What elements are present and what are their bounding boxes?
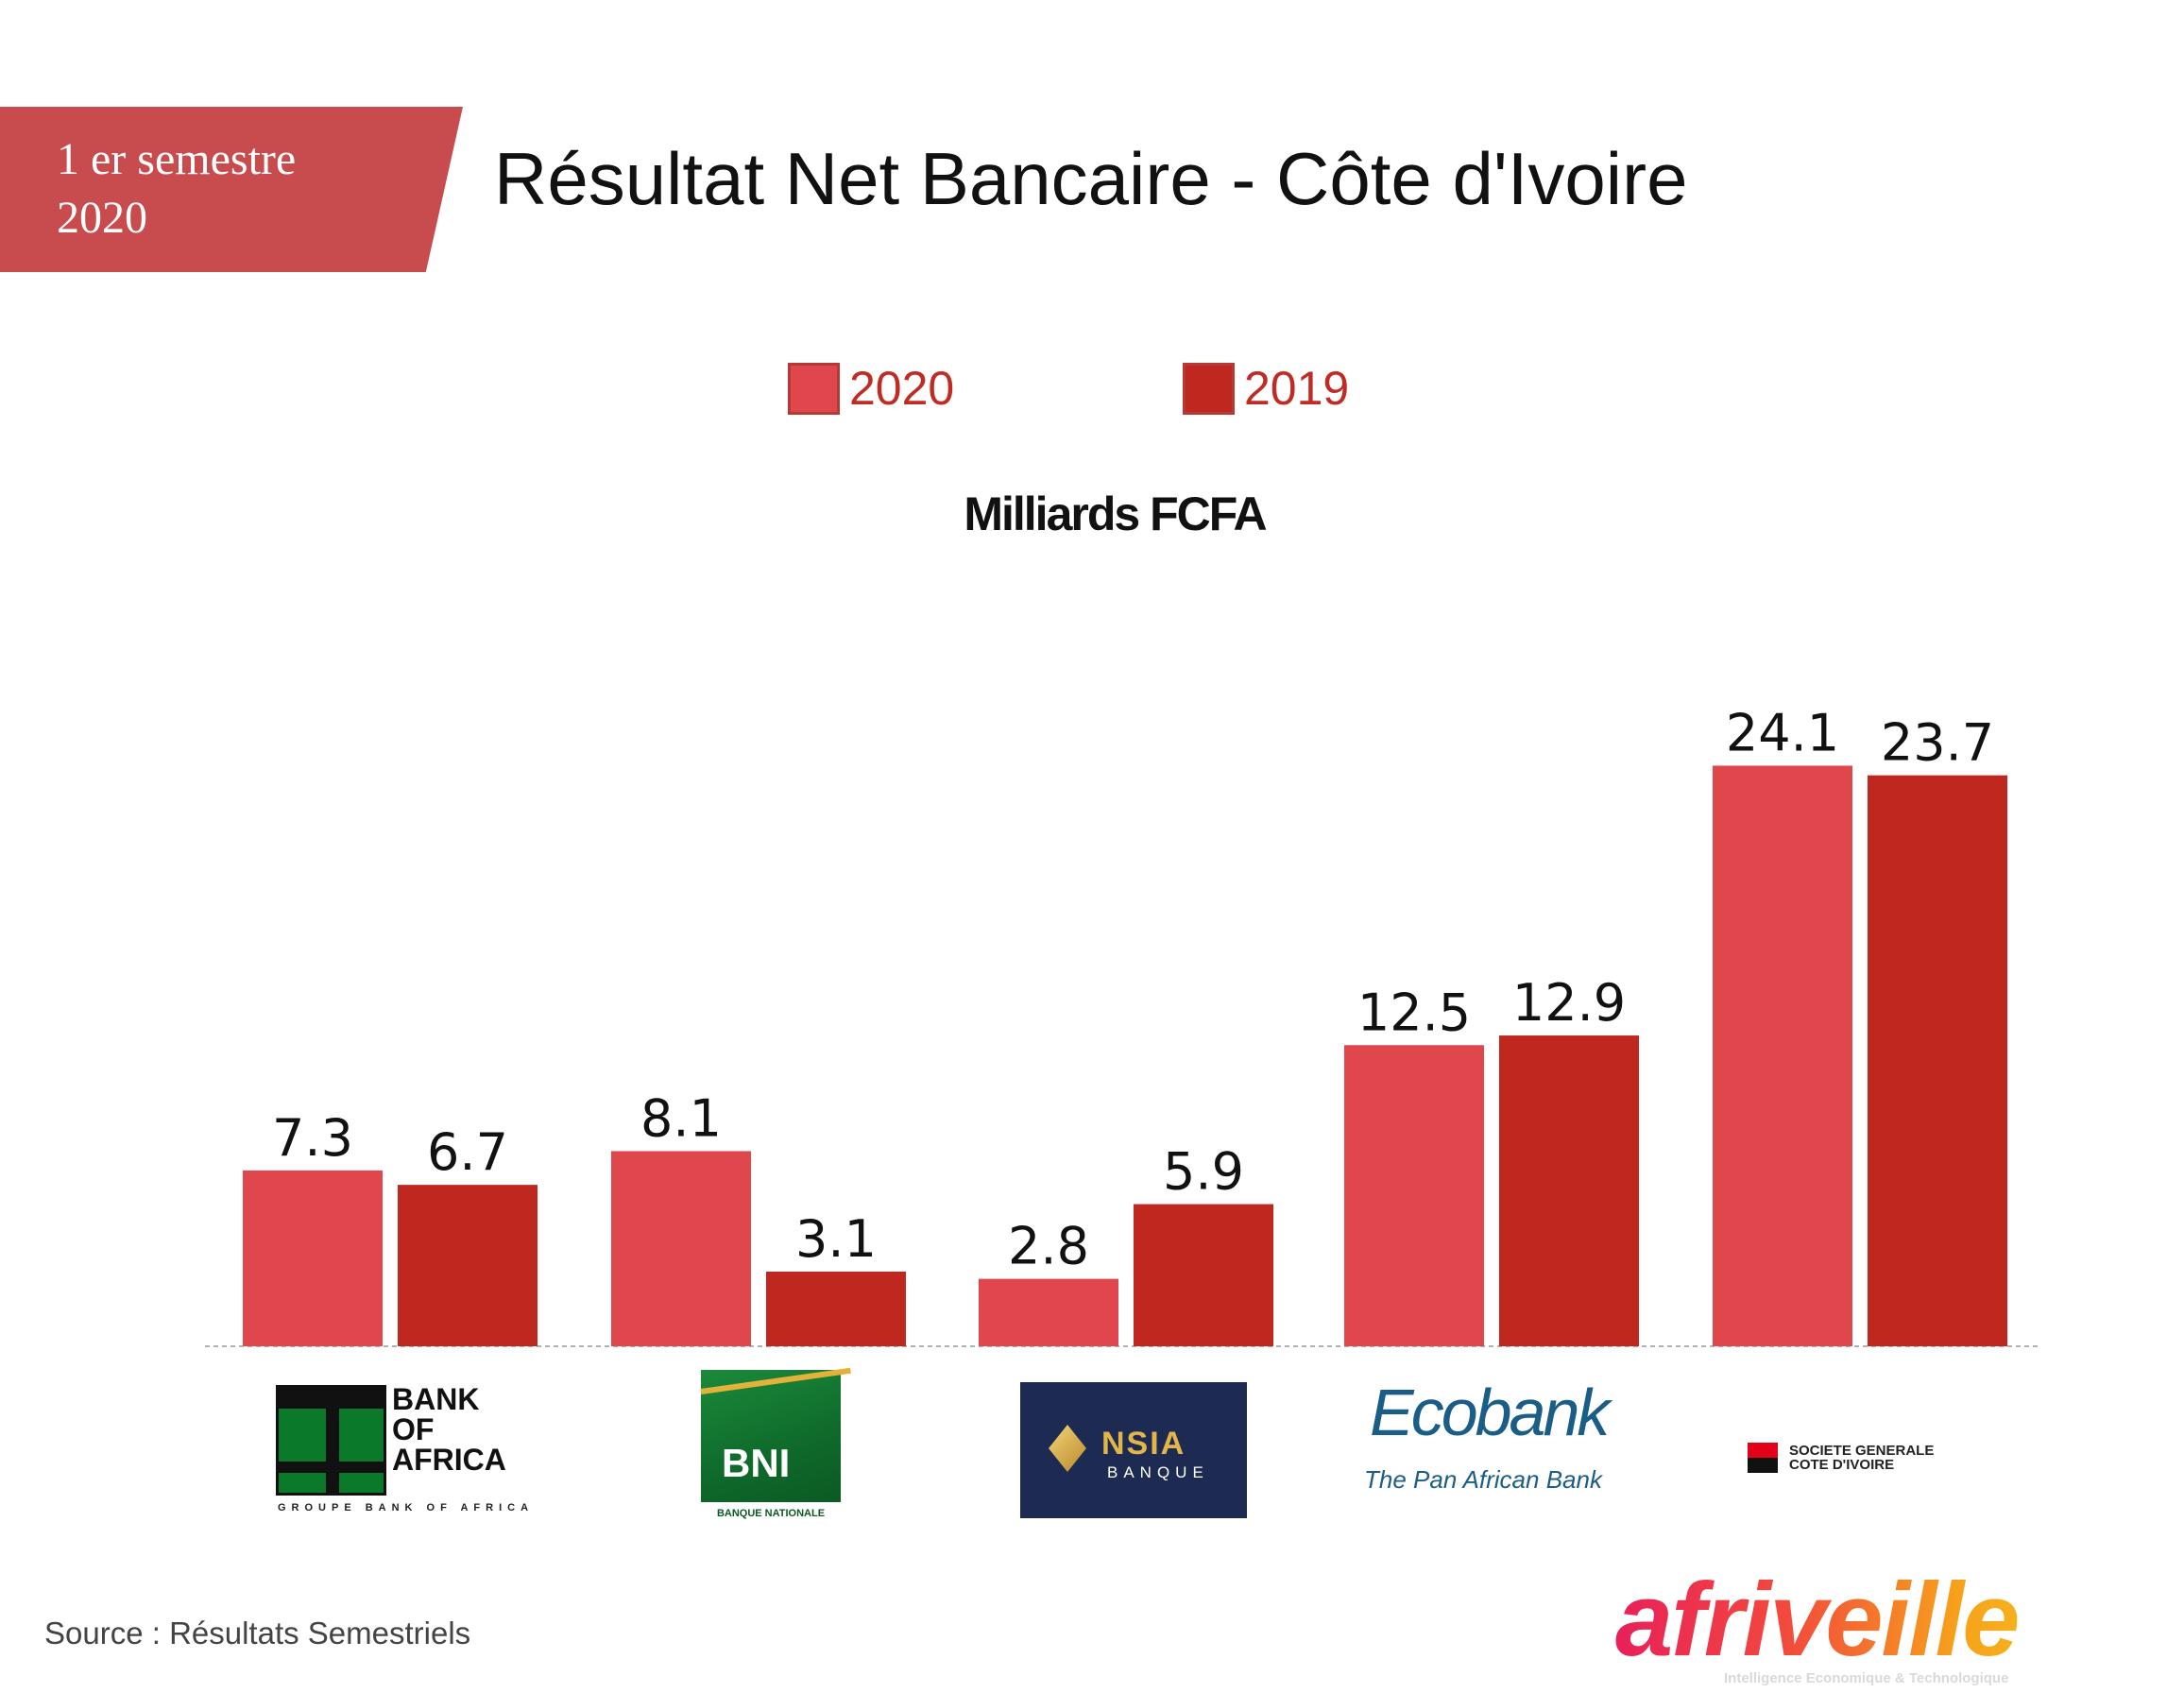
legend-swatch-2019 xyxy=(1183,362,1235,415)
legend-swatch-2020 xyxy=(788,362,840,415)
data-label-2019-0: 6.7 xyxy=(427,1122,508,1182)
nsia-emblem-icon xyxy=(1049,1425,1086,1472)
ecobank-logo-subtitle: The Pan African Bank xyxy=(1364,1465,1602,1494)
societe-generale-square-icon xyxy=(1748,1443,1778,1473)
sg-logo-line-1: SOCIETE GENERALE xyxy=(1789,1443,1935,1459)
bni-stripe-icon xyxy=(700,1367,851,1394)
chart-title: Résultat Net Bancaire - Côte d'Ivoire xyxy=(494,137,1688,220)
brand-name: afriveille xyxy=(1615,1568,2107,1672)
bni-logo: BNI BANQUE NATIONALE xyxy=(700,1367,851,1519)
legend-item-2020: 2020 xyxy=(788,362,954,415)
ecobank-logo-name: Ecobank xyxy=(1370,1376,1610,1449)
data-label-2019-2: 5.9 xyxy=(1163,1142,1244,1202)
bar-2019-0 xyxy=(398,1185,537,1346)
nsia-logo-subtitle: BANQUE xyxy=(1107,1463,1209,1481)
data-label-2020-2: 2.8 xyxy=(1008,1217,1089,1276)
ecobank-logo: Ecobank The Pan African Bank xyxy=(1360,1375,1610,1507)
bni-logo-subtitle: BANQUE NATIONALE xyxy=(716,1508,826,1519)
bni-logo-name: BNI xyxy=(722,1441,791,1485)
legend-item-2019: 2019 xyxy=(1183,362,1349,415)
bar-2020-4 xyxy=(1713,765,1852,1346)
boa-logo-line-1: BANK xyxy=(392,1382,480,1416)
nsia-logo-name: NSIA xyxy=(1101,1426,1186,1462)
brand-tagline: Intelligence Economique & Technologique xyxy=(1724,1670,2009,1686)
legend-label-2019: 2019 xyxy=(1244,362,1350,415)
bar-2020-0 xyxy=(243,1170,383,1346)
bank-of-africa-mark-icon xyxy=(276,1385,386,1496)
bar-2019-4 xyxy=(1868,775,2007,1346)
boa-logo-line-2: OF xyxy=(392,1412,435,1446)
data-label-2020-0: 7.3 xyxy=(272,1108,353,1168)
bar-2019-2 xyxy=(1134,1204,1273,1346)
societe-generale-logo: SOCIETE GENERALE COTE D'IVOIRE xyxy=(1748,1443,1965,1477)
period-line-2: 2020 xyxy=(57,193,147,243)
data-label-2019-1: 3.1 xyxy=(795,1209,877,1269)
data-label-2020-1: 8.1 xyxy=(640,1088,722,1148)
unit-label: Milliards FCFA xyxy=(964,487,1267,540)
bar-2019-1 xyxy=(766,1271,906,1346)
period-banner: 1 er semestre 2020 xyxy=(0,107,463,272)
data-label-2020-3: 12.5 xyxy=(1357,983,1471,1042)
bar-2020-2 xyxy=(979,1278,1118,1346)
legend-label-2020: 2020 xyxy=(849,362,955,415)
data-label-2019-4: 23.7 xyxy=(1881,713,1994,773)
bar-2019-3 xyxy=(1499,1035,1639,1346)
afriveille-brand-logo: afriveille Intelligence Economique & Tec… xyxy=(1615,1568,2107,1691)
bar-2020-3 xyxy=(1344,1045,1484,1346)
data-label-2020-4: 24.1 xyxy=(1726,703,1839,762)
boa-logo-subtitle: GROUPE BANK OF AFRICA xyxy=(278,1502,535,1513)
bank-of-africa-logo: BANK OF AFRICA GROUPE BANK OF AFRICA xyxy=(264,1377,528,1517)
period-line-1: 1 er semestre xyxy=(57,134,297,184)
nsia-logo: NSIA BANQUE xyxy=(1020,1382,1247,1518)
data-label-2019-3: 12.9 xyxy=(1512,973,1626,1033)
sg-logo-line-2: COTE D'IVOIRE xyxy=(1789,1457,1895,1473)
boa-logo-line-3: AFRICA xyxy=(392,1443,506,1477)
bar-2020-1 xyxy=(611,1151,751,1346)
source-note: Source : Résultats Semestriels xyxy=(44,1616,471,1650)
